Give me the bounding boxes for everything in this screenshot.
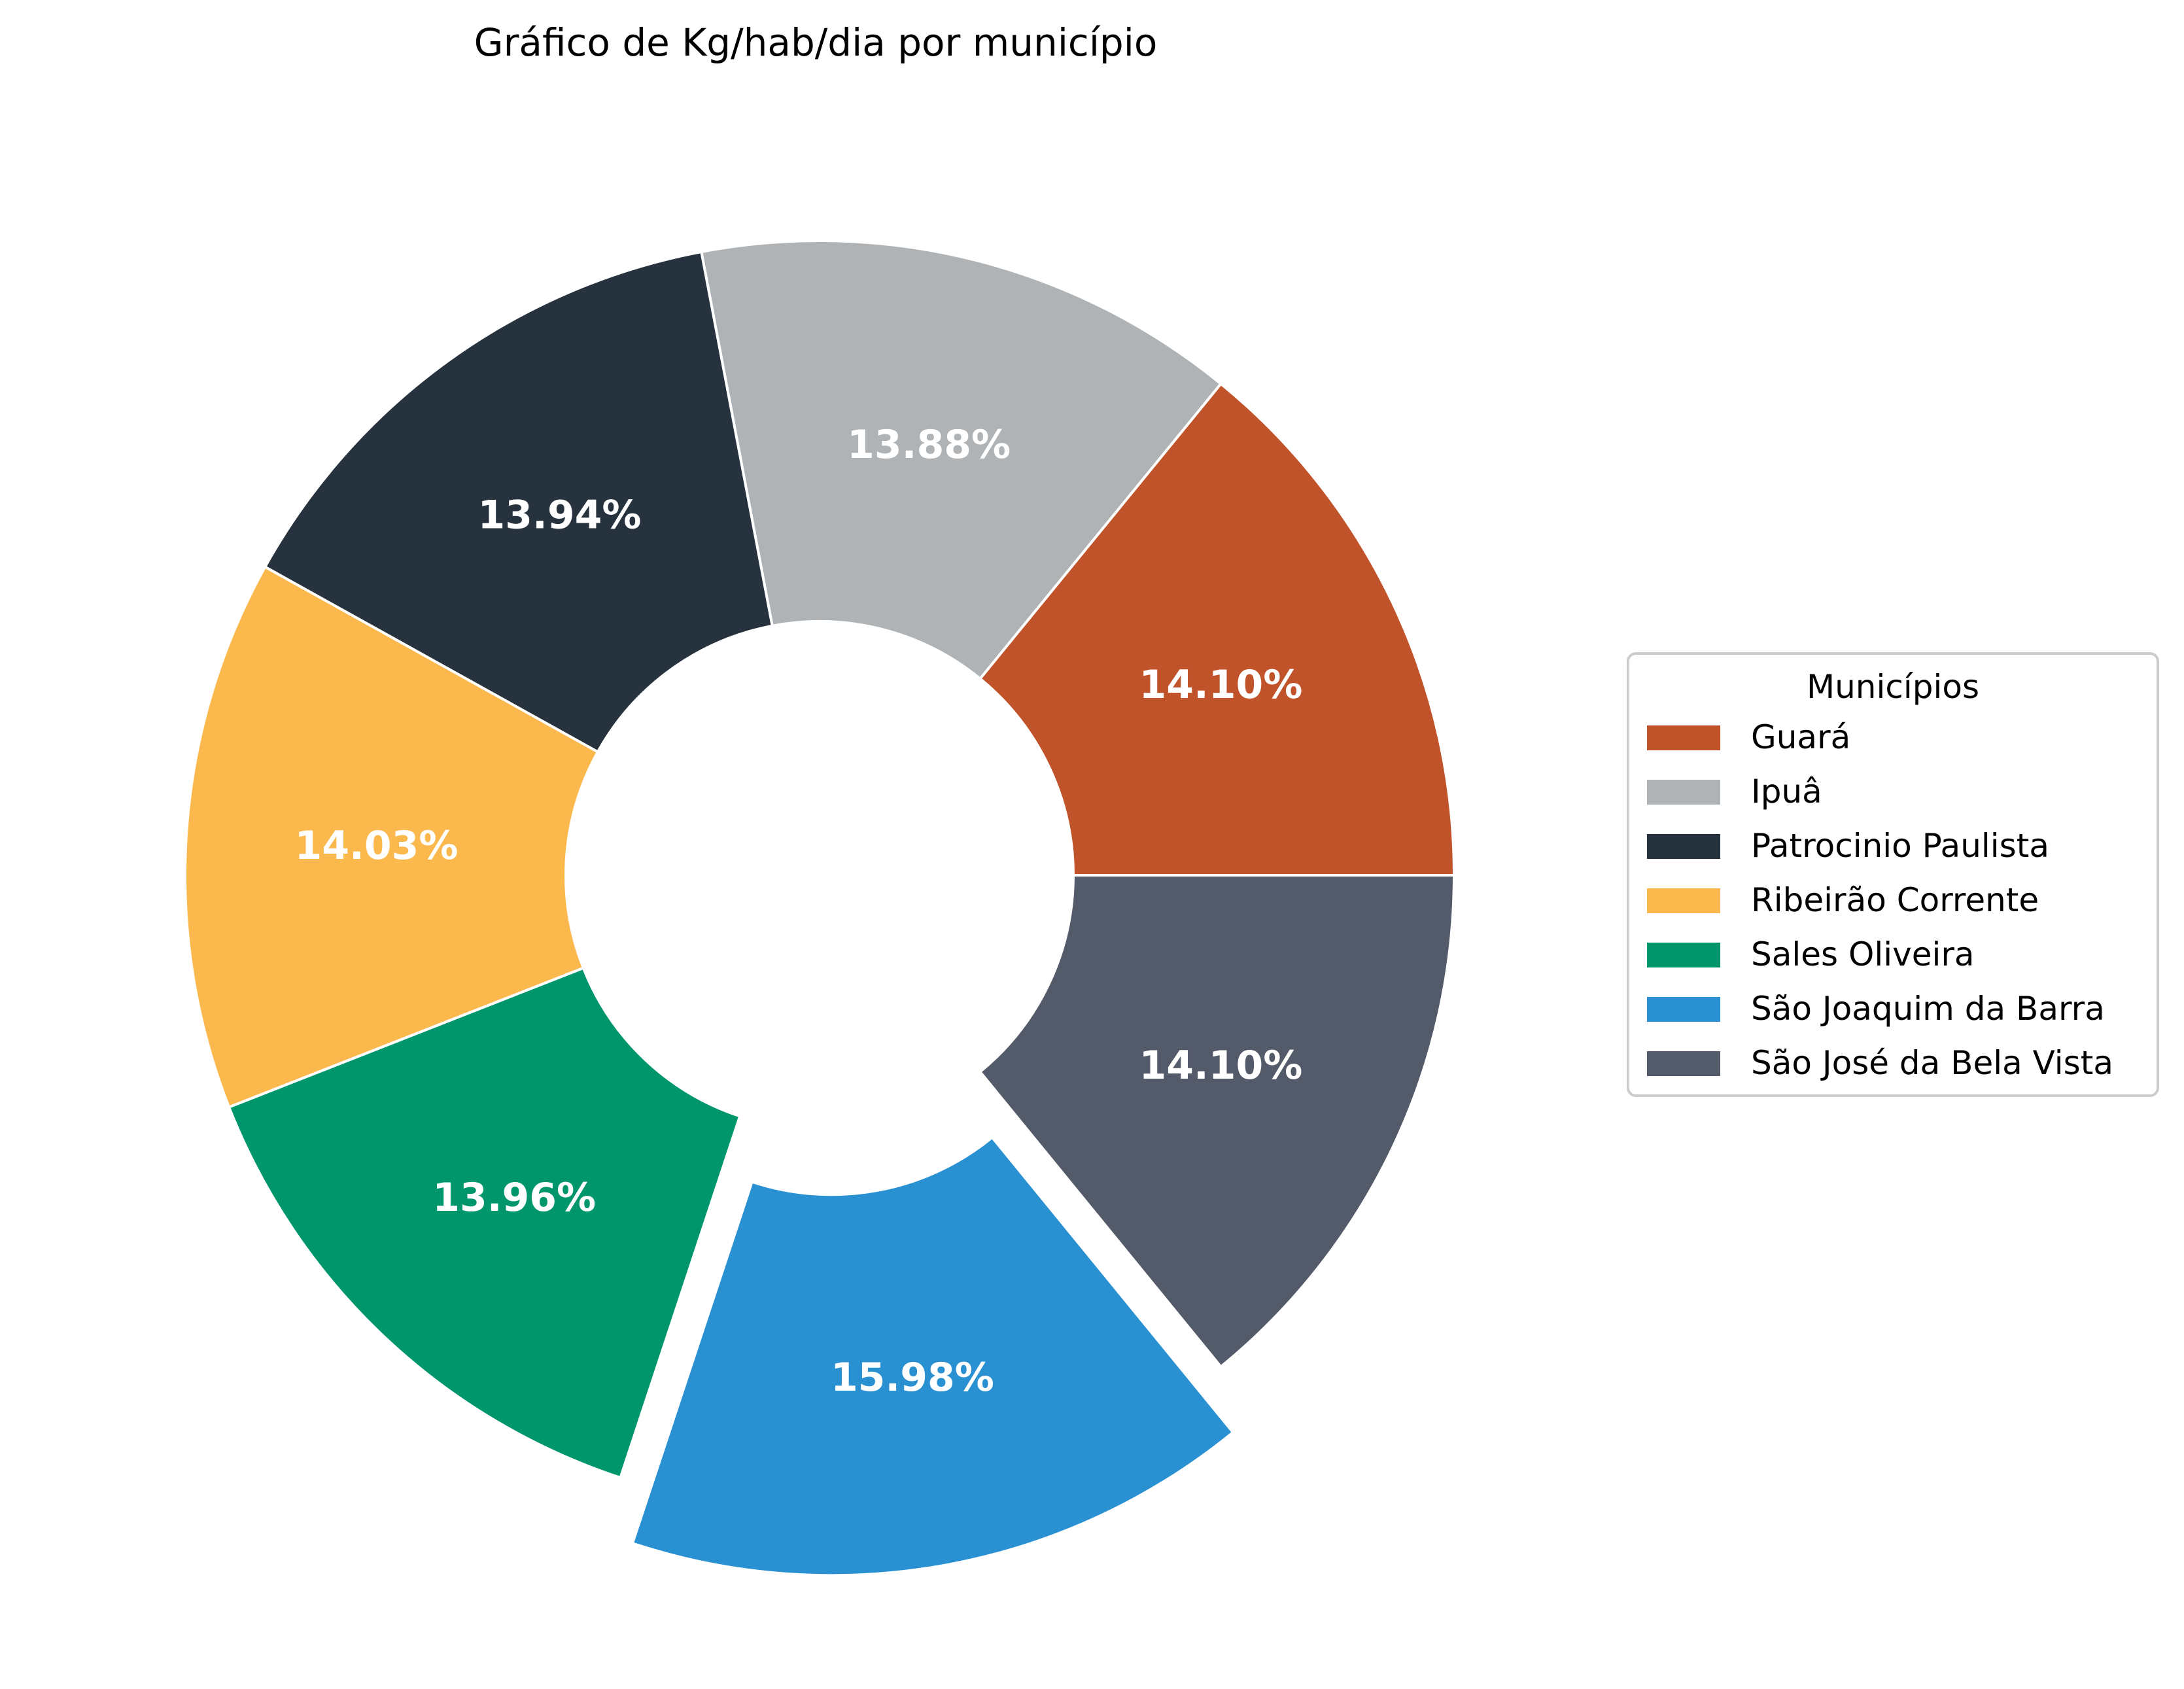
legend-swatch-ribeirao-corrente <box>1647 888 1720 913</box>
legend-frame <box>1627 652 2159 1097</box>
legend-swatch-patrocinio-paulista <box>1647 834 1720 859</box>
slice-label-sao-joaquim-da-barra: 15.98% <box>831 1355 994 1401</box>
legend-label-sales-oliveira: Sales Oliveira <box>1751 935 1975 973</box>
legend-label-ipua: Ipuâ <box>1751 773 1822 810</box>
slice-label-sao-jose-da-bela-vista: 14.10% <box>1139 1043 1303 1088</box>
legend-label-ribeirao-corrente: Ribeirão Corrente <box>1751 881 2039 919</box>
slice-label-ipua: 13.88% <box>847 422 1011 468</box>
slice-label-patrocinio-paulista: 13.94% <box>478 493 642 538</box>
pie-slice-labels: 14.10% 13.88% 13.94% 14.03% 13.96% 15.98% 14.1… <box>295 422 1303 1401</box>
slice-sao-jose-da-bela-vista <box>978 874 1456 1369</box>
legend-title: Municípios <box>1807 668 1979 706</box>
slice-label-sales-oliveira: 13.96% <box>432 1175 596 1221</box>
legend-swatch-sao-jose-da-bela-vista <box>1647 1051 1720 1076</box>
legend-label-sao-joaquim-da-barra: São Joaquim da Barra <box>1751 990 2105 1028</box>
slice-ipua <box>699 239 1223 681</box>
chart-title: Gráfico de Kg/hab/dia por município <box>474 20 1158 65</box>
slice-guara <box>978 381 1456 877</box>
slice-ribeirao-corrente <box>184 565 600 1109</box>
legend-items: Guará Ipuâ Patrocinio Paulista Ribeirão Cor… <box>1647 718 2113 1082</box>
slice-sao-joaquim-da-barra <box>631 1136 1235 1577</box>
legend-swatch-sao-joaquim-da-barra <box>1647 997 1720 1022</box>
slice-patrocinio-paulista <box>263 250 774 754</box>
legend-label-guara: Guará <box>1751 718 1850 756</box>
slice-label-guara: 14.10% <box>1139 662 1303 708</box>
slice-sales-oliveira <box>227 966 742 1480</box>
legend: Municípios Guará Ipuâ Patrocinio Paulista R… <box>1627 652 2159 1097</box>
legend-label-sao-jose-da-bela-vista: São José da Bela Vista <box>1751 1044 2113 1082</box>
pie-slices <box>184 239 1456 1577</box>
legend-label-patrocinio-paulista: Patrocinio Paulista <box>1751 827 2049 865</box>
legend-swatch-sales-oliveira <box>1647 943 1720 967</box>
legend-swatch-ipua <box>1647 780 1720 805</box>
slice-label-ribeirao-corrente: 14.03% <box>295 823 459 869</box>
legend-swatch-guara <box>1647 725 1720 750</box>
